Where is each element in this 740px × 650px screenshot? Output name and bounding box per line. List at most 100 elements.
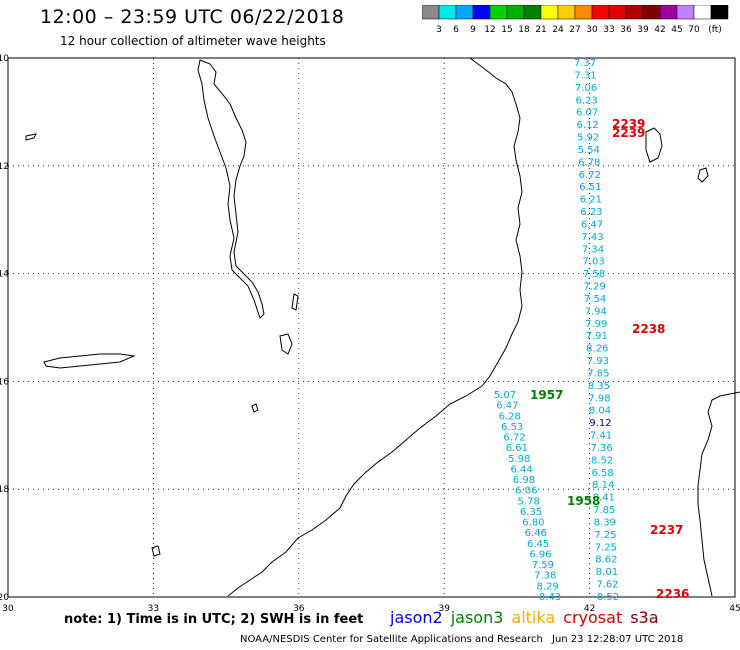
- y-tick-label: -14: [0, 270, 9, 280]
- wave-height-value: 7.99: [585, 319, 607, 330]
- wave-height-value: 7.58: [583, 269, 605, 280]
- wave-height-value: 6.58: [592, 468, 614, 479]
- legend-label: 39: [637, 25, 649, 35]
- wave-height-value: 7.54: [584, 294, 606, 305]
- wave-height-value: 7.25: [595, 542, 617, 553]
- wave-height-value: 6.45: [527, 539, 549, 550]
- wave-height-value: 7.91: [586, 331, 608, 342]
- wave-height-value: 8.29: [536, 581, 558, 592]
- legend-label: 27: [569, 25, 580, 35]
- wave-height-value: 6.96: [529, 549, 551, 560]
- map-grid: [7, 57, 736, 598]
- wave-height-value: 8.39: [594, 517, 616, 528]
- wave-height-value: 6.72: [579, 170, 601, 181]
- wave-height-value: 6.72: [503, 433, 525, 444]
- y-tick-label: -12: [0, 162, 9, 172]
- satellite-s3a: s3a: [630, 608, 659, 627]
- wave-height-value: 5.78: [518, 496, 540, 507]
- island-coast: [697, 167, 709, 183]
- x-tick-label: 33: [148, 604, 159, 614]
- wave-height-value: 6.61: [506, 443, 528, 454]
- color-scale-legend: 3 6 9 12 15 18 21 24 27 30 33 36 39 42 45 70 (ft): [422, 5, 729, 35]
- wave-height-value: 6.28: [499, 411, 521, 422]
- map-frame: [7, 57, 736, 598]
- lake-outline: [43, 353, 136, 369]
- lake-outline: [251, 403, 259, 413]
- page-subtitle: 12 hour collection of altimeter wave hei…: [60, 34, 326, 48]
- wave-height-value: 6.47: [496, 401, 518, 412]
- wave-height-value: 6.51: [579, 182, 601, 193]
- wave-height-value: 6.06: [515, 486, 537, 497]
- legend-swatch: [710, 5, 729, 20]
- legend-label: 15: [501, 25, 512, 35]
- wave-height-value: 8.26: [586, 344, 608, 355]
- y-tick-label: -16: [0, 377, 9, 387]
- legend-label: 70: [688, 25, 700, 35]
- x-tick-label: 39: [438, 604, 450, 614]
- wave-height-value: 5.92: [577, 133, 599, 144]
- satellite-cryosat: cryosat: [563, 608, 623, 627]
- footer-timestamp: Jun 23 12:28:07 UTC 2018: [552, 634, 684, 645]
- x-tick-label: 42: [584, 604, 595, 614]
- satellite-jason3: jason3: [450, 608, 504, 627]
- island-coast: [645, 127, 663, 163]
- satellite-legend: jason2 jason3 altika cryosat s3a: [390, 608, 667, 627]
- wave-height-value: 7.03: [582, 257, 604, 268]
- x-tick-label: 30: [2, 604, 14, 614]
- wave-height-value: 6.23: [580, 207, 602, 218]
- wave-height-value: 8.43: [539, 592, 561, 603]
- wave-height-value: 6.12: [577, 120, 599, 131]
- wave-height-value: 8.41: [593, 493, 615, 504]
- pass-time-label: 2239: [612, 117, 645, 131]
- wave-height-value: 6.23: [575, 95, 597, 106]
- pass-time-label: 2237: [650, 523, 683, 537]
- legend-label: 9: [470, 25, 476, 35]
- wave-height-value: 7.38: [534, 571, 556, 582]
- y-tick-label: -20: [0, 593, 9, 603]
- wave-height-value: 7.29: [583, 282, 605, 293]
- note-text: note: 1) Time is in UTC; 2) SWH is in fe…: [64, 612, 364, 627]
- wave-height-value: 6.07: [576, 108, 598, 119]
- wave-height-value: 7.36: [590, 443, 612, 454]
- satellite-altika: altika: [511, 608, 556, 627]
- wave-height-value: 8.14: [592, 480, 614, 491]
- legend-label: 3: [436, 25, 442, 35]
- x-tick-label: 45: [729, 604, 740, 614]
- wave-height-value: 7.98: [588, 393, 610, 404]
- wave-height-value: 6.78: [578, 157, 600, 168]
- wave-height-value: 6.46: [525, 528, 547, 539]
- legend-label: 21: [535, 25, 546, 35]
- pass-time-label: 2239: [612, 126, 645, 140]
- wave-height-value: 8.52: [591, 455, 613, 466]
- altimeter-tracks: 7.377.317.066.236.076.125.925.546.786.72…: [494, 58, 619, 603]
- legend-label: 24: [552, 25, 564, 35]
- wave-height-value: 7.93: [587, 356, 609, 367]
- wave-height-value: 7.37: [574, 58, 596, 69]
- pass-time-label: 1957: [530, 388, 563, 402]
- wave-height-value: 5.07: [494, 390, 516, 401]
- wave-height-value: 7.85: [593, 505, 615, 516]
- pass-time-label: 1958: [567, 494, 600, 508]
- wave-height-value: 6.47: [581, 219, 603, 230]
- wave-height-value: 7.43: [581, 232, 603, 243]
- wave-height-value: 5.54: [578, 145, 600, 156]
- island-coast: [697, 391, 740, 597]
- wave-height-value: 7.59: [532, 560, 554, 571]
- wave-height-value: 7.62: [596, 580, 618, 591]
- satellite-jason2: jason2: [390, 608, 443, 627]
- wave-height-value: 6.21: [580, 195, 602, 206]
- wave-height-value: 5.98: [508, 454, 530, 465]
- wave-height-value: 6.80: [522, 518, 544, 529]
- wave-height-value: 7.34: [582, 244, 604, 255]
- lake-outline: [197, 59, 265, 319]
- wave-height-value: 7.41: [590, 431, 612, 442]
- legend-label: 30: [586, 25, 598, 35]
- wave-height-value: 7.31: [574, 70, 596, 81]
- wave-height-value: 9.12: [589, 418, 611, 429]
- legend-label: 42: [654, 25, 665, 35]
- coastline: [25, 57, 740, 597]
- lake-outline: [25, 133, 37, 141]
- axis-ticks: 30 33 36 39 42 45 -10 -12 -14 -16 -18 -20: [0, 54, 740, 614]
